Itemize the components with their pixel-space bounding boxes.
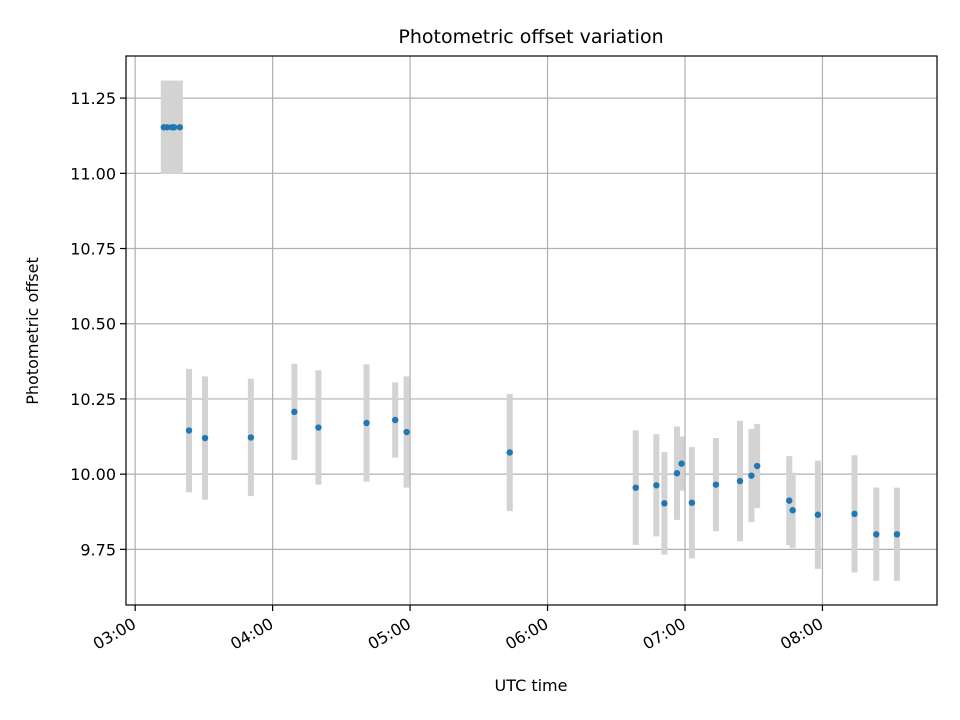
- data-point: [736, 477, 744, 485]
- data-point: [661, 500, 668, 507]
- data-point: [748, 472, 755, 479]
- data-point: [291, 408, 298, 416]
- data-point: [391, 416, 399, 424]
- grid: [126, 56, 937, 605]
- data-point: [673, 470, 681, 477]
- y-axis-ticks: 9.75 10.00 10.25 10.50 10.75 11.00 11.25: [70, 89, 126, 559]
- data-point: [653, 482, 660, 489]
- plot-frame: [125, 55, 938, 606]
- data-point: [201, 434, 209, 442]
- y-tick-label: 11.00: [70, 164, 116, 183]
- y-tick-label: 9.75: [80, 540, 116, 559]
- data-point: [247, 434, 255, 441]
- data-point: [814, 511, 822, 518]
- x-axis-label: UTC time: [495, 676, 568, 695]
- data-point: [851, 510, 858, 518]
- y-axis-label: Photometric offset: [23, 257, 42, 405]
- y-tick-label: 10.00: [70, 465, 116, 484]
- data-point: [176, 124, 184, 131]
- data-point: [753, 462, 761, 470]
- y-tick-label: 11.25: [70, 89, 116, 108]
- data-point: [678, 460, 685, 467]
- data-point: [873, 531, 880, 538]
- y-tick-label: 10.25: [70, 390, 116, 409]
- data-point: [185, 427, 193, 434]
- data-point: [632, 484, 639, 491]
- data-points: [160, 124, 901, 538]
- plot-area: [126, 56, 937, 605]
- data-point: [712, 481, 720, 488]
- data-point: [164, 124, 171, 131]
- y-tick-label: 10.75: [70, 240, 116, 259]
- chart-title: Photometric offset variation: [398, 26, 663, 48]
- y-tick-label: 10.50: [70, 315, 116, 334]
- data-point: [315, 424, 322, 431]
- data-point: [403, 428, 410, 436]
- data-point: [363, 419, 370, 427]
- data-point: [789, 507, 796, 514]
- data-point: [170, 124, 178, 131]
- data-point: [786, 497, 793, 504]
- data-point: [506, 449, 513, 456]
- data-point: [893, 531, 901, 538]
- data-point: [688, 499, 696, 506]
